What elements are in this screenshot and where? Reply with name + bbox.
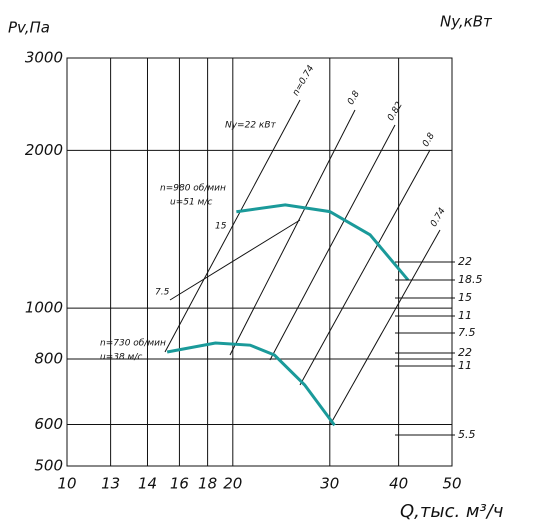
efficiency-label: 0.74 bbox=[429, 206, 448, 229]
x-tick-label: 16 bbox=[170, 475, 189, 493]
speed-label: u=51 м/с bbox=[170, 198, 212, 208]
efficiency-label: 0.8 bbox=[346, 89, 362, 107]
y-tick-label: 600 bbox=[34, 415, 63, 433]
x-tick-label: 18 bbox=[198, 475, 217, 493]
power-label: 7.5 bbox=[458, 326, 476, 339]
curve bbox=[166, 341, 336, 427]
power-label: 11 bbox=[458, 359, 472, 372]
power-note: 15 bbox=[215, 222, 227, 232]
efficiency-lines bbox=[164, 99, 441, 426]
x-axis-label: Q,тыс. м³/ч bbox=[400, 501, 503, 522]
efficiency-label: 0.82 bbox=[386, 100, 405, 123]
power-label: 5.5 bbox=[458, 428, 476, 441]
speed-label: u=38 м/с bbox=[100, 353, 142, 363]
power-label: 11 bbox=[458, 309, 472, 322]
y-tick-label: 2000 bbox=[25, 141, 63, 159]
power-label: 15 bbox=[458, 291, 472, 304]
y-tick-label: 3000 bbox=[25, 49, 63, 67]
power-note: Ny=22 кВт bbox=[225, 121, 277, 131]
curve bbox=[236, 203, 410, 281]
power-note: 7.5 bbox=[155, 288, 170, 298]
x-tick-label: 50 bbox=[442, 475, 461, 493]
y-axis-label: Pv,Па bbox=[8, 19, 50, 37]
y-tick-label: 500 bbox=[34, 457, 63, 475]
power-label: 18.5 bbox=[458, 273, 483, 286]
power-label: 22 bbox=[458, 255, 472, 268]
x-tick-label: 14 bbox=[138, 475, 157, 493]
efficiency-label: n=0.74 bbox=[291, 64, 316, 98]
x-tick-label: 10 bbox=[57, 475, 76, 493]
y2-axis-label: Ny,кВт bbox=[440, 13, 493, 31]
x-tick-label: 13 bbox=[101, 475, 120, 493]
efficiency-label: 0.8 bbox=[421, 131, 437, 149]
rpm-label: n=980 об/мин bbox=[160, 184, 226, 194]
x-tick-label: 40 bbox=[389, 475, 408, 493]
x-tick-label: 30 bbox=[320, 475, 339, 493]
y-tick-label: 1000 bbox=[25, 299, 63, 317]
x-tick-label: 20 bbox=[223, 475, 242, 493]
rpm-label: n=730 об/мин bbox=[100, 339, 166, 349]
y-tick-label: 800 bbox=[34, 349, 63, 367]
power-label: 22 bbox=[458, 346, 472, 359]
